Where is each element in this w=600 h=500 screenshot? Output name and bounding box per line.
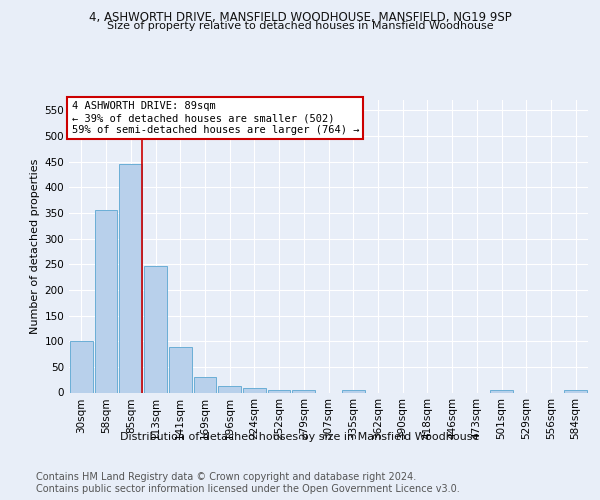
Bar <box>490 390 513 392</box>
Bar <box>70 340 93 392</box>
Bar <box>564 390 587 392</box>
Bar <box>169 348 191 393</box>
Bar <box>119 164 142 392</box>
Text: 4, ASHWORTH DRIVE, MANSFIELD WOODHOUSE, MANSFIELD, NG19 9SP: 4, ASHWORTH DRIVE, MANSFIELD WOODHOUSE, … <box>89 11 511 24</box>
Y-axis label: Number of detached properties: Number of detached properties <box>30 158 40 334</box>
Text: Contains HM Land Registry data © Crown copyright and database right 2024.: Contains HM Land Registry data © Crown c… <box>36 472 416 482</box>
Bar <box>194 377 216 392</box>
Text: Contains public sector information licensed under the Open Government Licence v3: Contains public sector information licen… <box>36 484 460 494</box>
Bar <box>95 210 118 392</box>
Text: Size of property relative to detached houses in Mansfield Woodhouse: Size of property relative to detached ho… <box>107 21 493 31</box>
Bar <box>268 390 290 392</box>
Text: Distribution of detached houses by size in Mansfield Woodhouse: Distribution of detached houses by size … <box>121 432 479 442</box>
Bar <box>218 386 241 392</box>
Bar <box>342 390 365 392</box>
Text: 4 ASHWORTH DRIVE: 89sqm
← 39% of detached houses are smaller (502)
59% of semi-d: 4 ASHWORTH DRIVE: 89sqm ← 39% of detache… <box>71 102 359 134</box>
Bar <box>243 388 266 392</box>
Bar <box>292 390 315 392</box>
Bar <box>144 266 167 392</box>
